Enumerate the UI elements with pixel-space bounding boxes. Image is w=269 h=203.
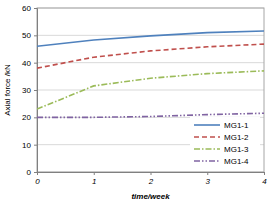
legend: MG1-1 MG1-2 MG1-3 MG1-4 [190, 117, 260, 169]
tick-label: 4 [262, 177, 267, 186]
plot: 012340102030405060MG1-1MG1-2MG1-3MG1-4 [22, 4, 267, 186]
tick-label: 60 [22, 4, 31, 13]
tick: 0 [35, 172, 40, 186]
legend-label: MG1-2 [224, 133, 249, 142]
tick: 1 [92, 172, 96, 186]
y-axis-title: Axial force /kN [3, 64, 12, 116]
x-axis: 0 1 2 3 4 [35, 172, 267, 186]
tick: 3 [206, 172, 211, 186]
series-group [37, 31, 264, 117]
tick: 0 [27, 168, 37, 177]
tick-label: 0 [35, 177, 40, 186]
legend-label: MG1-3 [224, 145, 249, 154]
tick-mark [34, 145, 37, 146]
legend-label: MG1-1 [224, 121, 249, 130]
tick-label: 20 [22, 113, 31, 122]
tick: 30 [22, 86, 37, 95]
tick-label: 40 [22, 59, 31, 68]
axis-line [34, 9, 38, 173]
legend-background [190, 117, 260, 169]
tick-label: 2 [148, 177, 154, 186]
tick-label: 1 [92, 177, 96, 186]
plot-frame [37, 8, 264, 172]
axis-line [38, 173, 265, 176]
tick: 40 [22, 59, 37, 68]
tick-mark [34, 117, 37, 118]
grid [37, 8, 264, 172]
tick: 60 [22, 4, 37, 13]
series-line [37, 44, 264, 68]
series-line [37, 31, 264, 46]
tick-mark [34, 63, 37, 64]
tick: 10 [22, 141, 37, 150]
chart: 012340102030405060MG1-1MG1-2MG1-3MG1-4ti… [0, 0, 269, 203]
tick-mark [34, 172, 37, 173]
tick: 50 [22, 31, 37, 40]
series-line [37, 71, 264, 109]
tick: 2 [148, 172, 154, 186]
legend-swatch [194, 136, 220, 138]
grid-line [37, 90, 264, 91]
tick-mark [94, 172, 95, 175]
tick-mark [34, 35, 37, 36]
y-axis: 0 10 20 30 40 50 60 [22, 4, 37, 177]
tick-label: 0 [27, 168, 32, 177]
tick-mark [34, 8, 37, 9]
tick-label: 30 [22, 86, 31, 95]
series-line [37, 113, 264, 117]
legend-swatch [194, 124, 220, 126]
legend-swatch [194, 148, 220, 150]
x-axis-title: time/week [131, 192, 170, 201]
tick-label: 10 [22, 141, 31, 150]
tick: 4 [262, 172, 267, 186]
tick-mark [34, 90, 37, 91]
tick: 20 [22, 113, 37, 122]
legend-label: MG1-4 [224, 157, 249, 166]
tick-label: 3 [206, 177, 211, 186]
tick-mark [151, 172, 152, 175]
tick-mark [207, 172, 208, 175]
legend-swatch [194, 160, 220, 162]
tick-label: 50 [22, 31, 31, 40]
tick-mark [264, 172, 265, 175]
